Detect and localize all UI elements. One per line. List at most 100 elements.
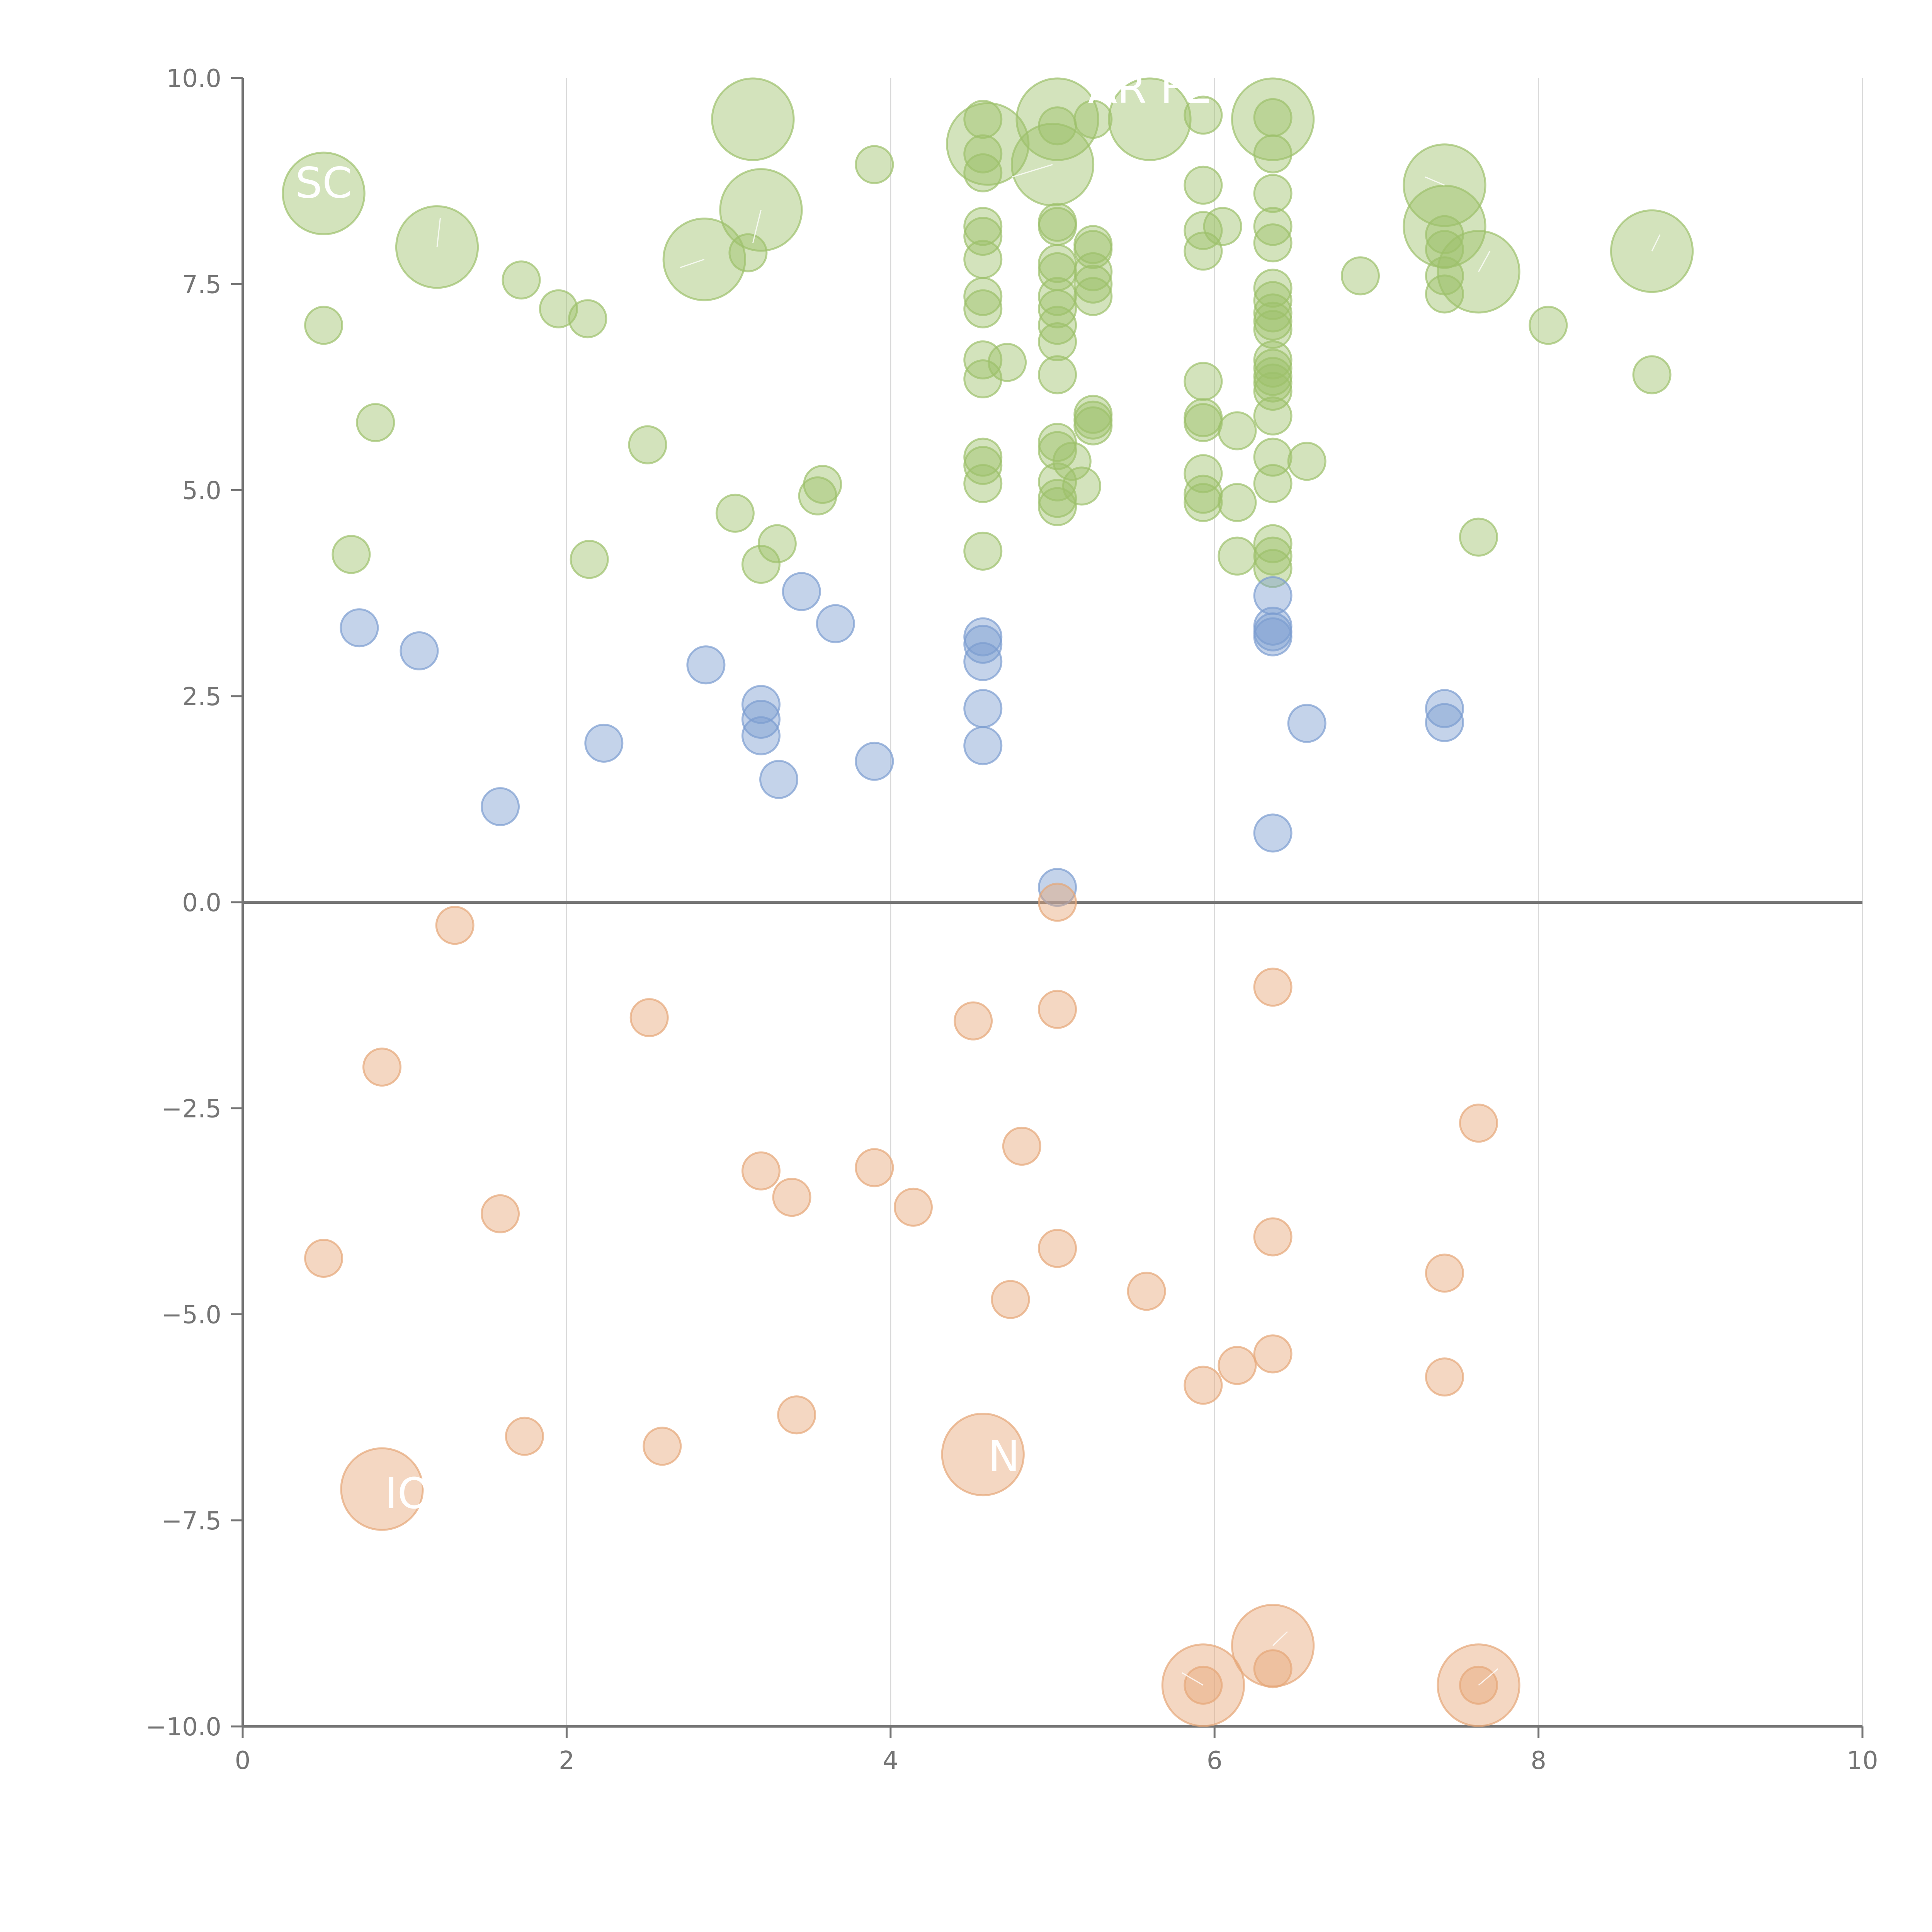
bubble-point bbox=[628, 425, 667, 464]
leader-line bbox=[1272, 1631, 1288, 1646]
bubble-point bbox=[1038, 355, 1077, 395]
bubble-point bbox=[1038, 289, 1077, 328]
bubble-point bbox=[1253, 549, 1293, 588]
bubble-point bbox=[963, 642, 1003, 681]
bubble-point bbox=[1073, 406, 1113, 446]
x-tick-label: 10 bbox=[1847, 1747, 1878, 1775]
bubble-point bbox=[728, 233, 768, 272]
bubble-point bbox=[1073, 230, 1113, 269]
bubble-point bbox=[1253, 293, 1293, 333]
bubble-point bbox=[1287, 442, 1327, 481]
bubble-point bbox=[505, 1417, 544, 1456]
bubble-point bbox=[991, 1280, 1030, 1319]
bubble-point bbox=[757, 524, 797, 563]
leader-line bbox=[1182, 1672, 1204, 1686]
bubble-point bbox=[1253, 174, 1293, 213]
bubble-point bbox=[1038, 479, 1077, 518]
bubble-point bbox=[963, 289, 1003, 328]
bubble-point bbox=[1425, 689, 1464, 728]
bubble-point bbox=[1038, 487, 1077, 526]
bubble-point bbox=[1253, 98, 1293, 137]
bubble-point bbox=[1184, 95, 1223, 135]
leader-line bbox=[1478, 251, 1491, 272]
bubble-point bbox=[963, 207, 1003, 246]
bubble-point bbox=[1073, 264, 1113, 304]
bubble-point bbox=[963, 277, 1003, 316]
bubble-point bbox=[1253, 363, 1293, 403]
bubble-point bbox=[1073, 100, 1113, 139]
bubble-point bbox=[362, 1048, 402, 1087]
bubble-point bbox=[816, 604, 855, 643]
bubble-point bbox=[855, 145, 894, 184]
bubble-point bbox=[777, 1395, 816, 1435]
bubble-point bbox=[741, 716, 781, 755]
bubble-point bbox=[1002, 1126, 1041, 1166]
bubble-point bbox=[782, 572, 821, 611]
bubble-point bbox=[1218, 411, 1257, 451]
bubble-point bbox=[1253, 349, 1293, 388]
bubble-point bbox=[1253, 968, 1293, 1007]
y-tick-label: 2.5 bbox=[182, 683, 221, 711]
bubble-point bbox=[1231, 77, 1315, 161]
leader-line bbox=[752, 209, 762, 243]
bubble-point bbox=[1052, 442, 1092, 481]
bubble-point bbox=[803, 465, 842, 504]
bubble-label: AR FE bbox=[1088, 63, 1211, 113]
bubble-point bbox=[304, 306, 344, 345]
leader-line bbox=[1478, 1668, 1498, 1686]
bubble-point bbox=[340, 1447, 424, 1531]
bubble-point bbox=[1253, 340, 1293, 379]
bubble-point bbox=[686, 645, 726, 685]
bubble-point bbox=[1184, 403, 1223, 442]
bubble-point bbox=[502, 260, 541, 300]
y-tick-label: −7.5 bbox=[162, 1507, 221, 1536]
bubble-point bbox=[1529, 306, 1568, 345]
bubble-point bbox=[1038, 277, 1077, 316]
y-tick-label: −10.0 bbox=[146, 1713, 221, 1742]
bubble-point bbox=[1253, 1649, 1293, 1689]
bubble-point bbox=[1459, 1104, 1498, 1143]
bubble-point bbox=[481, 787, 520, 827]
bubble-point bbox=[1038, 322, 1077, 362]
bubble-label-layer: SC AR FE IO N bbox=[295, 63, 1661, 1686]
bubble-point bbox=[1253, 301, 1293, 341]
bubble-point bbox=[1610, 209, 1694, 293]
bubble-point bbox=[772, 1178, 811, 1217]
bubble-point bbox=[1253, 396, 1293, 436]
bubble-point bbox=[304, 1238, 344, 1278]
bubble-point bbox=[435, 906, 474, 945]
bubble-point bbox=[1287, 704, 1327, 743]
bubble-point bbox=[340, 608, 379, 648]
bubble-point bbox=[643, 1427, 682, 1466]
y-tick-label: 10.0 bbox=[167, 65, 222, 93]
bubble-layer bbox=[282, 77, 1694, 1727]
bubble-point bbox=[1038, 1229, 1077, 1268]
bubble-point bbox=[1184, 165, 1223, 205]
bubble-point bbox=[1184, 483, 1223, 522]
bubble-point bbox=[568, 299, 607, 338]
axis-layer: 0 2 4 6 8 10 10.0 7.5 5.0 2.5 0.0 −2.5 −5.0 −7.5 −10.0 bbox=[146, 65, 1878, 1775]
leader-line bbox=[1425, 176, 1445, 186]
bubble-point bbox=[741, 685, 781, 724]
bubble-point bbox=[1425, 1357, 1464, 1397]
x-tick-label: 0 bbox=[235, 1747, 251, 1775]
bubble-point bbox=[1253, 223, 1293, 263]
bubble-point bbox=[282, 151, 366, 235]
y-tick-label: 5.0 bbox=[182, 477, 221, 505]
bubble-point bbox=[963, 531, 1003, 571]
bubble-point bbox=[539, 289, 578, 328]
bubble-point bbox=[1073, 277, 1113, 316]
bubble-point bbox=[1253, 536, 1293, 576]
bubble-point bbox=[400, 631, 439, 670]
bubble-point bbox=[963, 359, 1003, 399]
bubble-point bbox=[1015, 77, 1099, 161]
bubble-point bbox=[741, 1151, 781, 1190]
x-tick-label: 8 bbox=[1531, 1747, 1546, 1775]
bubble-point bbox=[1184, 211, 1223, 250]
bubble-label: IO bbox=[385, 1469, 431, 1518]
x-tick-label: 2 bbox=[559, 1747, 575, 1775]
bubble-point bbox=[1038, 306, 1077, 345]
bubble-point bbox=[988, 343, 1027, 382]
bubble-point bbox=[963, 100, 1003, 139]
